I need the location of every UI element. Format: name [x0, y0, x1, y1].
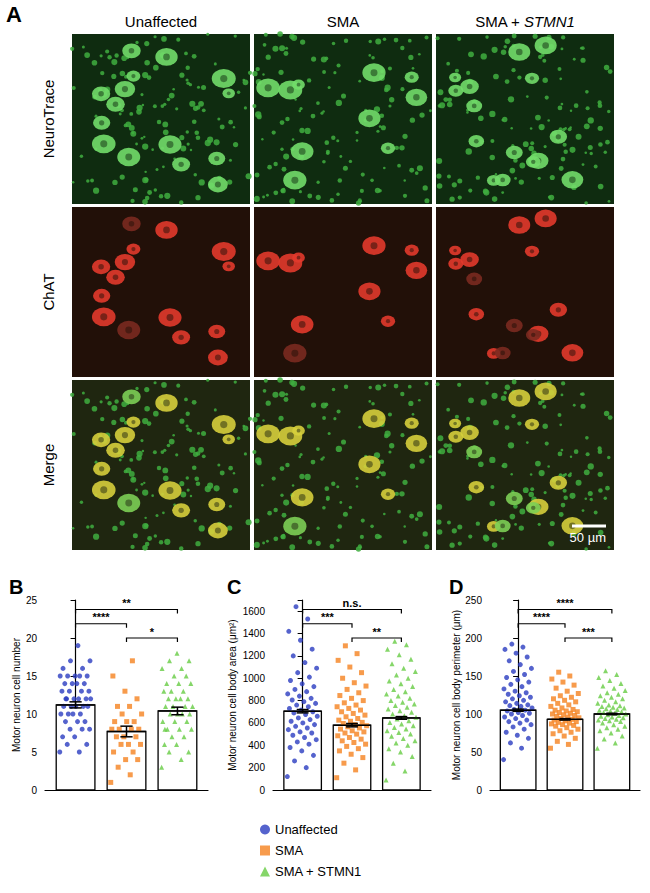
svg-text:****: ****	[556, 597, 574, 609]
svg-text:***: ***	[582, 626, 596, 638]
svg-text:Unaffected: Unaffected	[275, 822, 338, 837]
svg-text:Merge: Merge	[40, 444, 57, 487]
svg-text:200: 200	[248, 762, 265, 773]
svg-text:SMA: SMA	[275, 843, 304, 858]
svg-text:****: ****	[533, 611, 551, 623]
svg-text:Motor neuron cell number: Motor neuron cell number	[11, 637, 22, 752]
svg-text:SMA + STMN1: SMA + STMN1	[475, 13, 575, 30]
svg-text:1400: 1400	[243, 628, 266, 639]
svg-text:5: 5	[31, 747, 37, 758]
svg-text:**: **	[372, 626, 381, 638]
svg-text:SMA: SMA	[327, 13, 360, 30]
svg-text:*: *	[150, 626, 155, 638]
svg-text:0: 0	[31, 785, 37, 796]
svg-text:150: 150	[465, 671, 482, 682]
svg-text:25: 25	[26, 595, 38, 606]
svg-text:ChAT: ChAT	[40, 273, 57, 310]
svg-text:800: 800	[248, 695, 265, 706]
svg-text:0: 0	[259, 785, 265, 796]
svg-text:1200: 1200	[243, 650, 266, 661]
svg-text:B: B	[9, 576, 23, 598]
svg-text:****: ****	[92, 611, 110, 623]
svg-text:SMA + STMN1: SMA + STMN1	[275, 864, 361, 879]
svg-text:1000: 1000	[243, 673, 266, 684]
svg-text:0: 0	[476, 785, 482, 796]
svg-text:A: A	[6, 2, 22, 27]
svg-text:1600: 1600	[243, 606, 266, 617]
svg-text:100: 100	[465, 709, 482, 720]
svg-text:D: D	[449, 576, 463, 598]
svg-text:20: 20	[26, 633, 38, 644]
svg-text:250: 250	[465, 595, 482, 606]
svg-text:Motor neuron cell body area (μ: Motor neuron cell body area (μm²)	[227, 619, 238, 770]
svg-text:200: 200	[465, 633, 482, 644]
svg-text:400: 400	[248, 740, 265, 751]
svg-text:***: ***	[321, 611, 335, 623]
svg-text:Unaffected: Unaffected	[125, 13, 197, 30]
svg-text:Motor neuron cell body perimet: Motor neuron cell body perimeter (μm)	[451, 610, 462, 780]
svg-text:15: 15	[26, 671, 38, 682]
svg-text:C: C	[227, 576, 241, 598]
svg-text:**: **	[122, 597, 131, 609]
svg-text:50 µm: 50 µm	[570, 530, 606, 545]
svg-text:600: 600	[248, 717, 265, 728]
svg-text:10: 10	[26, 709, 38, 720]
svg-text:n.s.: n.s.	[343, 597, 362, 609]
svg-text:NeuroTrace: NeuroTrace	[40, 80, 57, 159]
svg-text:50: 50	[471, 747, 483, 758]
